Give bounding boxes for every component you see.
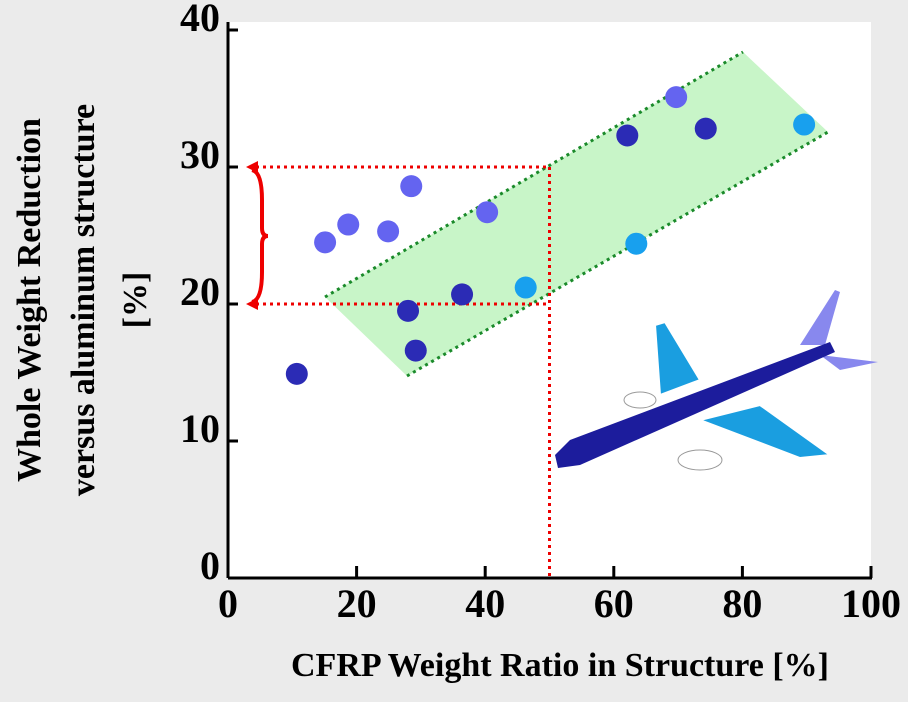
point (285, 362, 308, 385)
point (625, 232, 648, 255)
point (337, 213, 360, 236)
point (694, 117, 717, 140)
point (793, 113, 816, 136)
point (616, 124, 639, 147)
x-tick-label: 100 (841, 581, 901, 626)
x-tick-label: 40 (465, 581, 505, 626)
point (400, 175, 423, 198)
y-tick-label: 40 (180, 0, 220, 40)
point (377, 220, 400, 243)
y-axis-title: Whole Weight Reduction (11, 118, 48, 482)
brace (251, 168, 269, 304)
y-axis-title: [%] (117, 272, 154, 329)
point (514, 276, 537, 299)
point (665, 86, 688, 109)
point (451, 283, 474, 306)
point (397, 299, 420, 322)
point (476, 201, 499, 224)
point (404, 339, 427, 362)
y-tick-label: 10 (180, 406, 220, 451)
x-axis-title: CFRP Weight Ratio in Structure [%] (291, 647, 829, 684)
x-tick-label: 60 (594, 581, 634, 626)
y-tick-label: 0 (200, 543, 220, 588)
x-tick-label: 80 (722, 581, 762, 626)
y-axis-title: versus aluminum structure (65, 104, 102, 496)
y-tick-label: 30 (180, 132, 220, 177)
y-tick-label: 20 (180, 269, 220, 314)
point (314, 231, 337, 254)
x-tick-label: 0 (218, 581, 238, 626)
airplane (555, 290, 878, 471)
x-tick-label: 20 (337, 581, 377, 626)
